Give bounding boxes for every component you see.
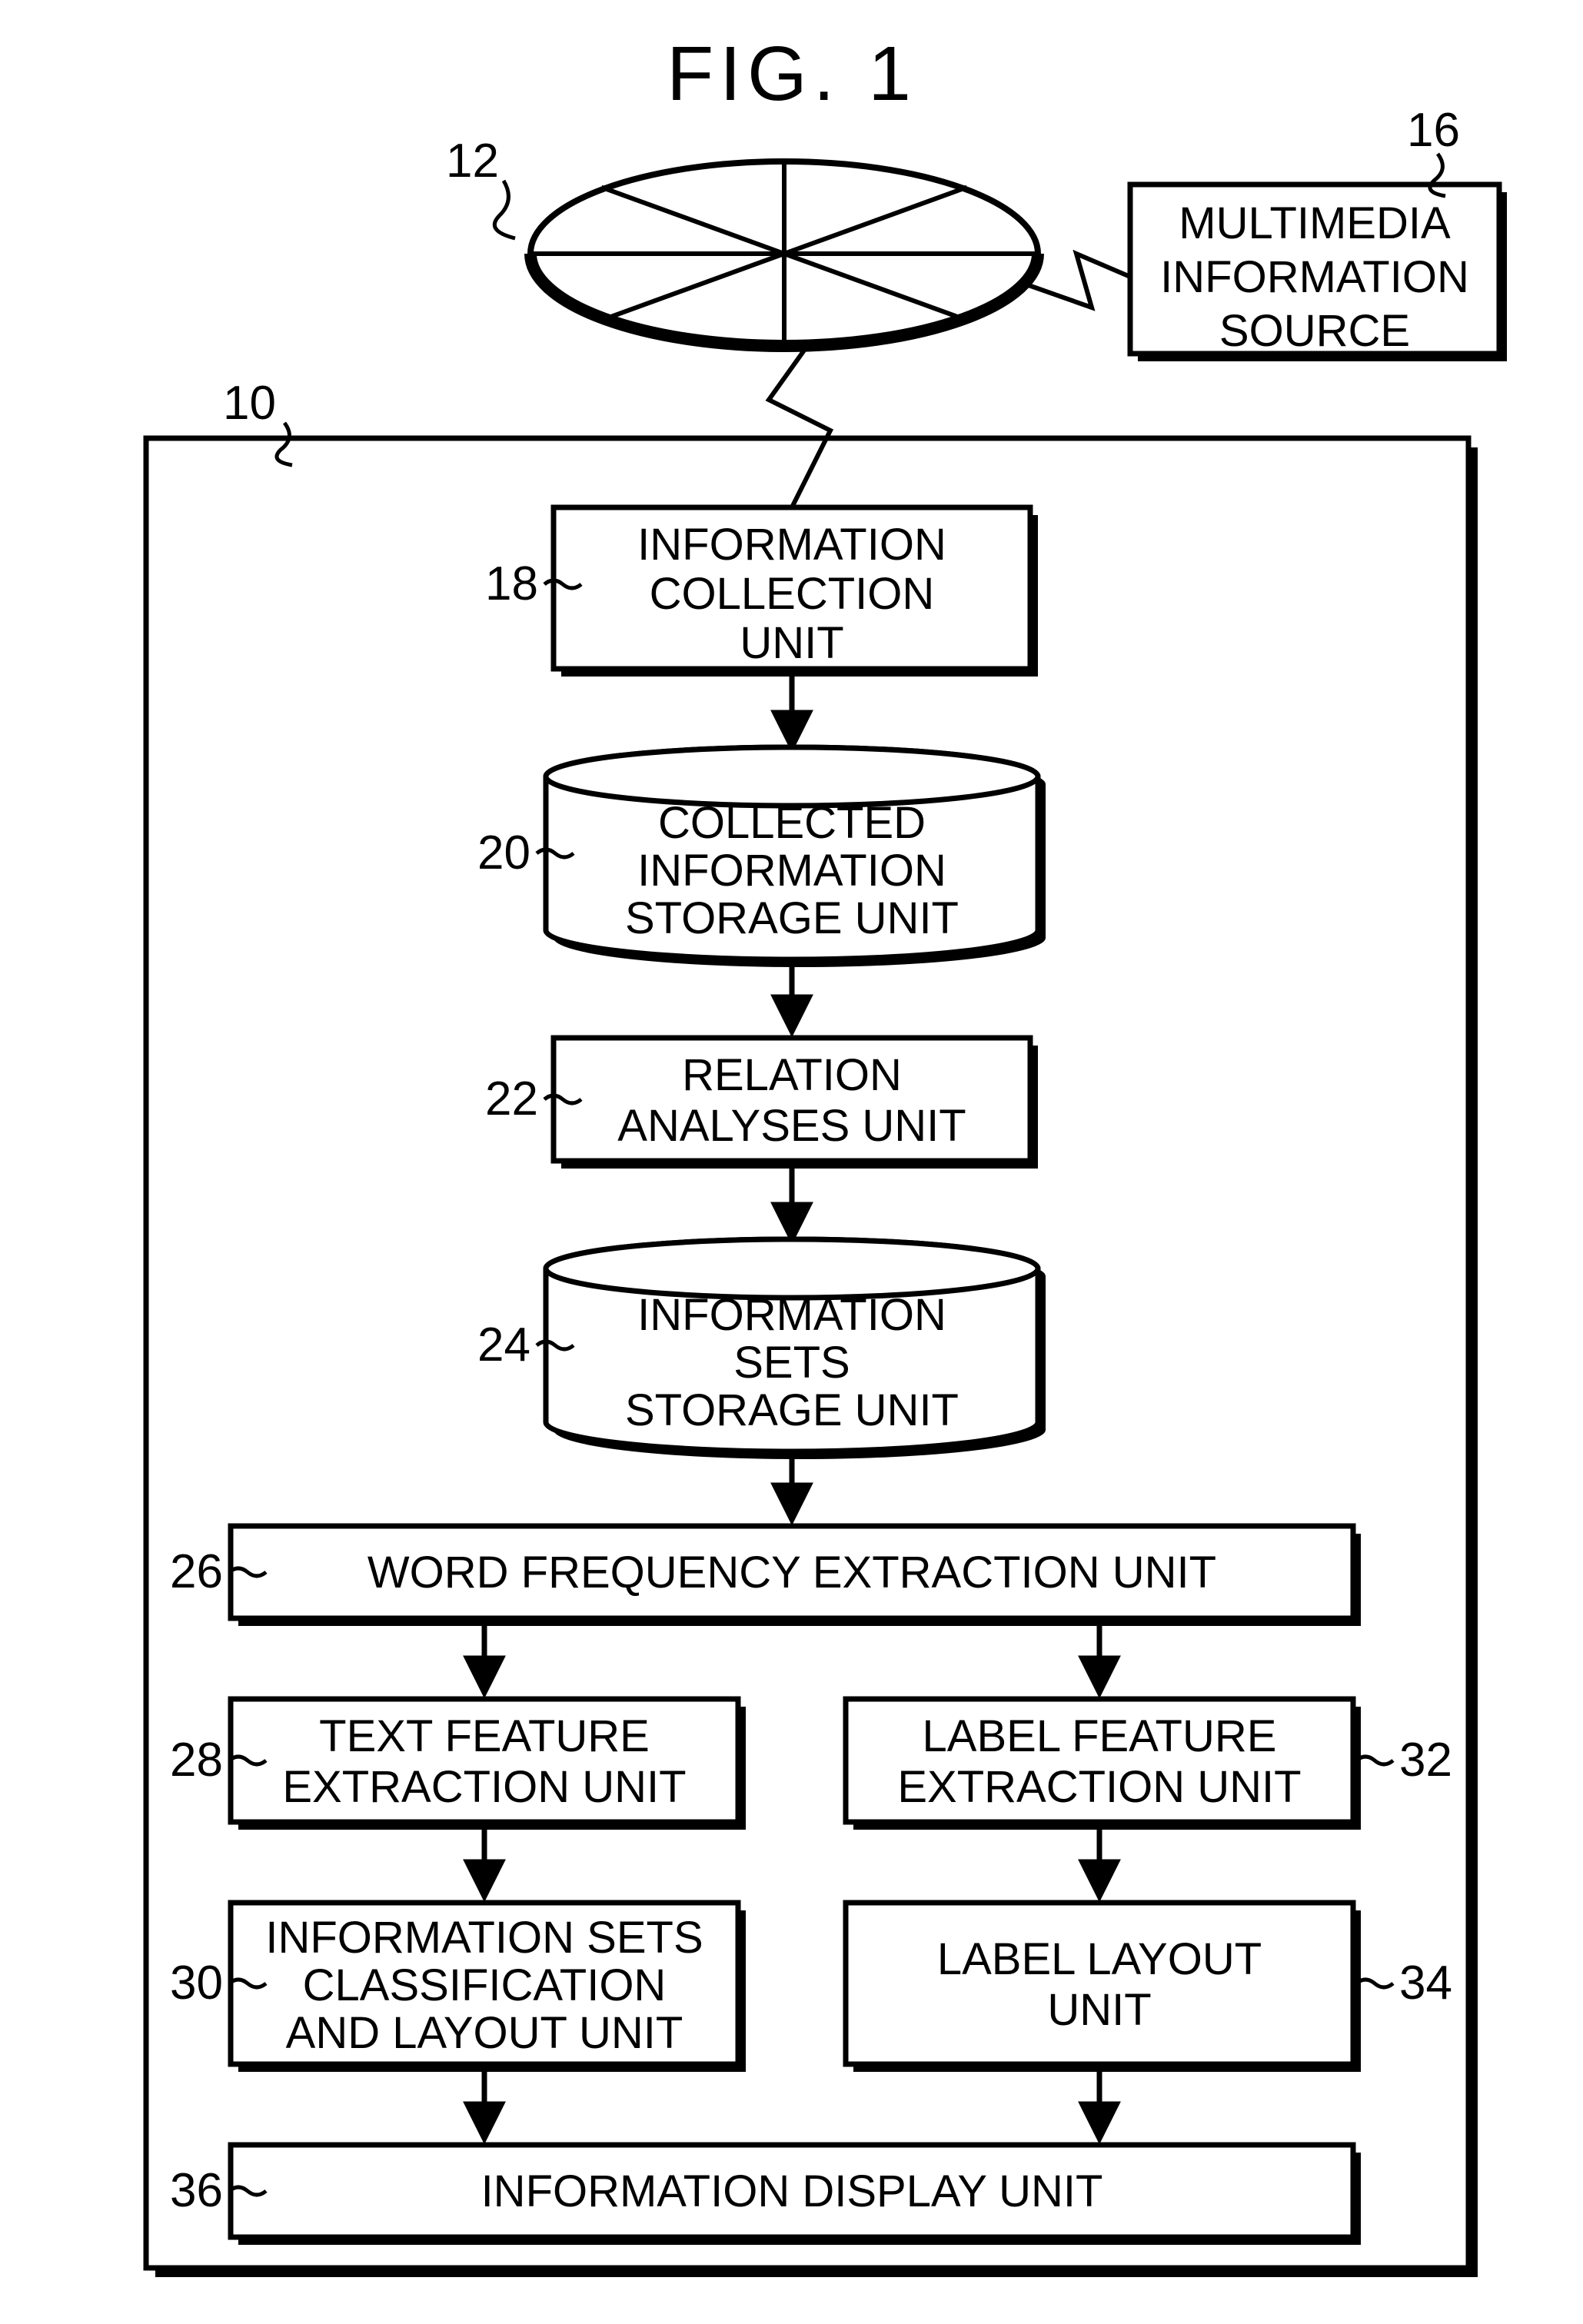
- collected-l2: INFORMATION: [637, 846, 946, 896]
- ref-10: 10: [223, 377, 276, 430]
- classify-l3: AND LAYOUT UNIT: [286, 2008, 683, 2058]
- ref-20: 20: [477, 826, 530, 879]
- sets-l2: SETS: [733, 1338, 850, 1388]
- ref-22: 22: [485, 1072, 538, 1125]
- relation-l2: ANALYSES UNIT: [617, 1101, 966, 1151]
- classify-l2: CLASSIFICATION: [303, 1960, 667, 2010]
- collected-l3: STORAGE UNIT: [625, 893, 959, 943]
- labellayout-l1: LABEL LAYOUT: [937, 1934, 1262, 1984]
- labelfeat-l2: EXTRACTION UNIT: [897, 1762, 1301, 1812]
- collection-l1: INFORMATION: [637, 520, 946, 570]
- ref-36: 36: [170, 2164, 223, 2217]
- display-label: INFORMATION DISPLAY UNIT: [481, 2166, 1103, 2216]
- ref-24: 24: [477, 1318, 530, 1371]
- collected-l1: COLLECTED: [658, 798, 926, 848]
- ref-12: 12: [446, 135, 499, 188]
- ref-18: 18: [485, 557, 538, 610]
- classify-l1: INFORMATION SETS: [265, 1913, 703, 1963]
- ref-30: 30: [170, 1957, 223, 2010]
- sets-l3: STORAGE UNIT: [625, 1385, 959, 1435]
- figure-title: FIG. 1: [667, 31, 917, 117]
- source-label-2: INFORMATION: [1160, 252, 1469, 302]
- sets-l1: INFORMATION: [637, 1290, 946, 1340]
- collection-l3: UNIT: [740, 618, 843, 668]
- ref-26: 26: [170, 1545, 223, 1598]
- ref-28: 28: [170, 1734, 223, 1787]
- source-label-3: SOURCE: [1219, 306, 1410, 356]
- wordfreq-label: WORD FREQUENCY EXTRACTION UNIT: [367, 1548, 1216, 1598]
- ref-16: 16: [1407, 104, 1460, 157]
- textfeat-l1: TEXT FEATURE: [319, 1711, 650, 1761]
- labelfeat-l1: LABEL FEATURE: [923, 1711, 1277, 1761]
- relation-l1: RELATION: [682, 1050, 902, 1100]
- collection-l2: COLLECTION: [650, 569, 935, 619]
- ref-32: 32: [1399, 1734, 1452, 1787]
- textfeat-l2: EXTRACTION UNIT: [282, 1762, 686, 1812]
- source-label-1: MULTIMEDIA: [1179, 198, 1451, 248]
- labellayout-l2: UNIT: [1047, 1985, 1151, 2035]
- ref-34: 34: [1399, 1957, 1452, 2010]
